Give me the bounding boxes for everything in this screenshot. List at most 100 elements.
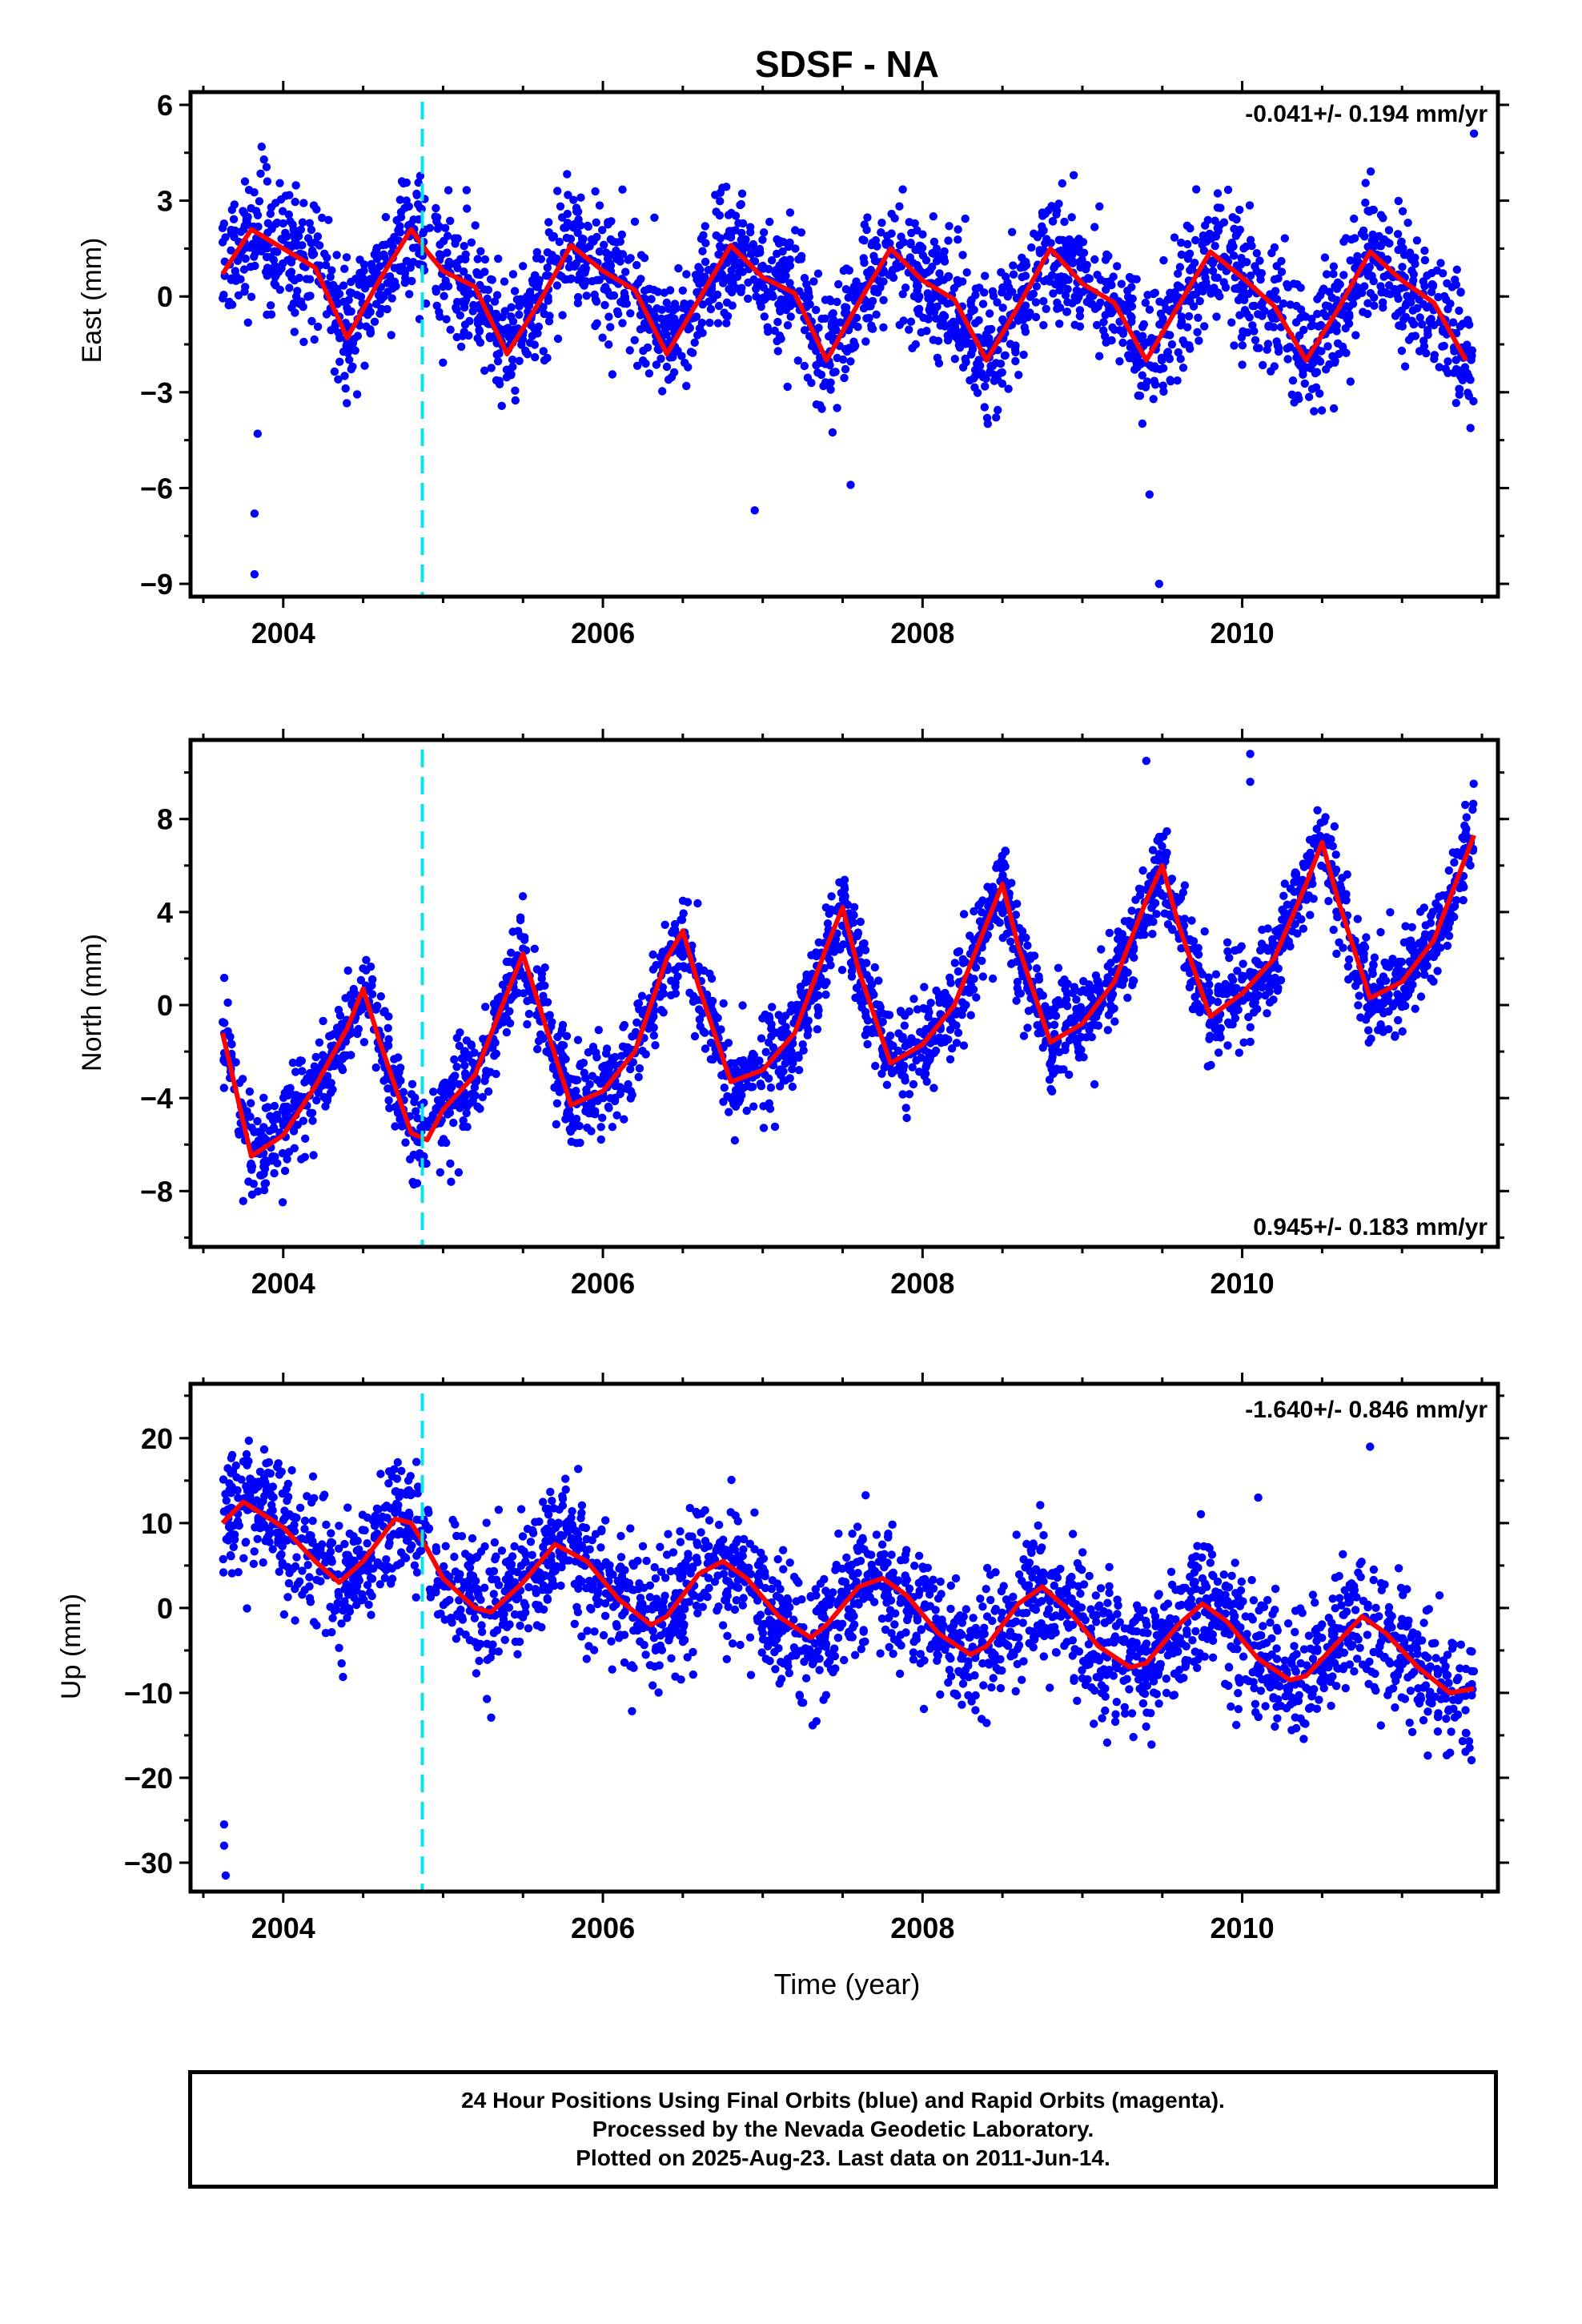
north-point (1023, 1023, 1032, 1032)
north-point (1225, 953, 1234, 963)
east-point (656, 354, 665, 364)
east-point (1316, 320, 1326, 330)
east-point (1047, 202, 1056, 211)
east-point (1363, 207, 1372, 215)
east-point (828, 428, 837, 437)
east-point (347, 364, 355, 374)
north-point (319, 1016, 327, 1026)
north-point (785, 1074, 794, 1083)
north-point (446, 1159, 455, 1168)
east-point (333, 300, 342, 308)
east-point (1286, 343, 1295, 352)
east-point (670, 314, 679, 324)
north-point (648, 950, 657, 959)
north-point (533, 1044, 542, 1054)
east-point (460, 267, 468, 276)
east-point (940, 247, 949, 256)
north-point (524, 1009, 534, 1019)
north-point (1076, 987, 1085, 996)
north-point (362, 955, 371, 965)
east-point (1232, 215, 1241, 224)
east-point (1348, 300, 1358, 308)
east-point (401, 274, 410, 283)
east-point (910, 219, 919, 228)
east-point (1401, 301, 1411, 310)
north-point (814, 938, 823, 947)
east-point (1247, 241, 1256, 251)
east-point (877, 219, 886, 227)
east-point (1108, 323, 1117, 332)
east-point (1288, 376, 1298, 385)
east-point (879, 296, 888, 304)
north-point (947, 1044, 957, 1053)
north-point (1353, 915, 1363, 923)
east-point (485, 334, 495, 343)
north-point (530, 944, 539, 954)
north-point (269, 1123, 279, 1132)
north-point (920, 1072, 929, 1080)
north-point (1091, 971, 1101, 980)
north-point (1148, 930, 1157, 939)
east-point (840, 308, 849, 318)
east-point (1178, 364, 1188, 372)
east-point (313, 322, 323, 332)
east-point (608, 370, 617, 379)
east-point (515, 356, 524, 365)
east-point (333, 284, 342, 293)
east-point (247, 292, 256, 301)
east-point (1455, 384, 1464, 394)
east-point (472, 267, 481, 277)
east-point (934, 336, 943, 345)
east-point (1038, 208, 1047, 217)
east-point (1394, 245, 1403, 255)
east-point (890, 214, 899, 223)
east-point (711, 191, 720, 199)
east-point (468, 307, 477, 316)
east-point (469, 300, 478, 310)
east-point (592, 319, 601, 328)
north-point (1231, 946, 1240, 955)
north-point (1223, 938, 1232, 947)
east-point (508, 270, 518, 279)
east-point (921, 255, 931, 265)
east-point (1242, 309, 1251, 318)
north-point (1321, 813, 1330, 822)
east-point (773, 271, 782, 280)
north-point (343, 966, 352, 975)
east-point (1420, 246, 1429, 255)
east-point (257, 247, 266, 255)
east-point (1213, 203, 1223, 212)
east-point (239, 265, 249, 274)
east-point (1063, 284, 1072, 294)
east-point (1150, 288, 1160, 297)
east-point (1141, 383, 1150, 392)
north-point (1061, 1046, 1070, 1055)
north-point (729, 1098, 738, 1108)
north-point (270, 1168, 279, 1178)
east-point (1248, 321, 1257, 330)
east-point (1192, 185, 1201, 194)
east-point (1118, 329, 1128, 338)
north-point (849, 911, 858, 919)
east-point (1346, 377, 1355, 386)
east-point (1368, 239, 1377, 247)
east-point (861, 337, 870, 346)
north-point (460, 1061, 469, 1070)
east-point (993, 298, 1002, 307)
north-point (454, 1168, 464, 1177)
east-point (754, 247, 763, 257)
east-point (826, 296, 836, 306)
east-point (1329, 262, 1339, 271)
east-point (997, 267, 1006, 277)
east-point (1436, 259, 1445, 267)
east-point (998, 379, 1007, 388)
east-point (612, 254, 620, 263)
east-point (464, 331, 473, 340)
east-point (510, 287, 520, 296)
east-point (1379, 235, 1389, 244)
east-point (1107, 280, 1116, 290)
east-point (685, 324, 694, 332)
north-point (270, 1101, 279, 1111)
north-point (354, 1024, 363, 1034)
east-point (785, 255, 794, 264)
